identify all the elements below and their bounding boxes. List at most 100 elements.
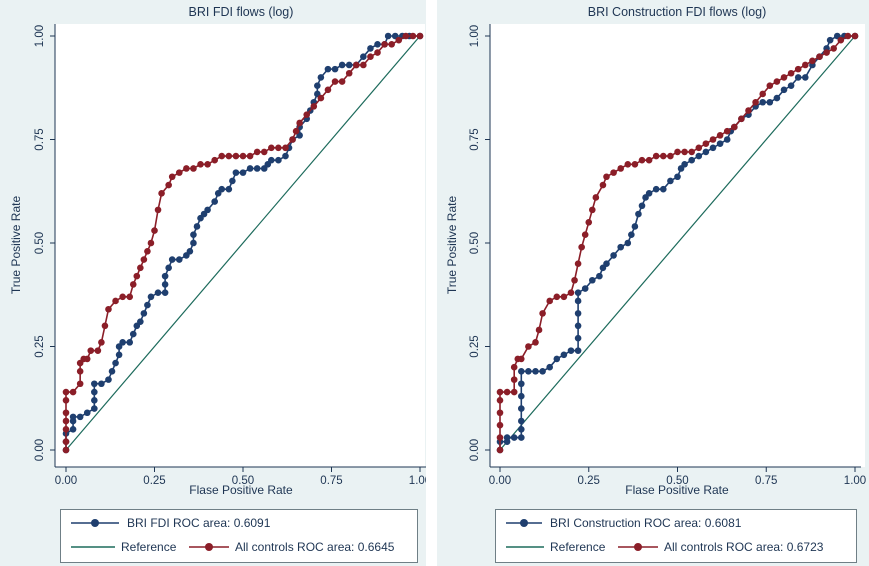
controls-roc-point <box>603 173 610 181</box>
model-roc-point <box>119 339 126 346</box>
controls-roc-point <box>101 322 109 330</box>
y-axis-title: True Positive Rate <box>9 196 23 295</box>
controls-roc-point <box>610 169 617 176</box>
legend-label-controls: All controls ROC area: 0.6723 <box>664 540 824 554</box>
controls-roc-point <box>638 156 646 164</box>
controls-roc-point <box>745 107 752 114</box>
axis-ticks: 0.00 0.25 0.50 0.75 1.00 0.00 0.25 0.50 0.75 1.00 <box>469 24 866 487</box>
model-roc-point <box>660 185 667 193</box>
controls-roc-point <box>571 276 578 284</box>
model-roc-point <box>229 177 236 185</box>
model-roc-point <box>105 376 112 383</box>
model-roc-point <box>688 156 695 164</box>
model-roc-point <box>253 165 261 172</box>
legend-swatch-reference <box>506 546 544 548</box>
controls-roc-point <box>409 32 417 40</box>
reference-line <box>499 35 856 451</box>
controls-roc-point <box>367 53 374 60</box>
controls-roc-point <box>631 161 639 168</box>
model-roc-point <box>338 61 346 69</box>
controls-roc-point <box>211 156 218 164</box>
model-roc-point <box>91 380 98 388</box>
legend-swatch-controls <box>618 543 658 551</box>
controls-roc-point <box>688 148 695 156</box>
legend-item-reference: Reference <box>504 540 605 554</box>
controls-roc-point <box>374 49 381 56</box>
controls-roc-point <box>133 272 141 280</box>
controls-roc-point <box>589 206 596 214</box>
model-roc-point <box>638 202 646 210</box>
controls-roc-point <box>395 36 403 44</box>
model-roc-point <box>574 347 582 354</box>
controls-roc-point <box>246 152 254 160</box>
model-roc-point <box>168 256 176 263</box>
controls-roc-point <box>352 61 360 69</box>
y-tick-label: 0.75 <box>34 128 46 150</box>
chart-title: BRI FDI flows (log) <box>189 5 294 19</box>
model-roc-point <box>324 65 332 73</box>
model-roc-point <box>161 281 169 288</box>
controls-roc-point <box>94 347 102 354</box>
controls-roc-point <box>190 165 197 172</box>
model-roc-point <box>76 413 84 421</box>
controls-roc-point <box>331 78 339 85</box>
model-roc-point <box>628 231 635 239</box>
controls-roc-point <box>388 40 395 48</box>
controls-roc-point <box>652 152 660 160</box>
legend-item-model: BRI Construction ROC area: 0.6081 <box>504 516 741 530</box>
roc-chart-bri-fdi: BRI FDI flows (log) True Positive Rate F… <box>9 5 431 497</box>
controls-roc-point <box>503 388 511 396</box>
model-roc-point <box>695 152 703 160</box>
model-roc-point <box>137 318 144 325</box>
model-roc-point <box>759 98 766 106</box>
controls-roc-point <box>773 78 781 85</box>
x-tick-label: 0.25 <box>578 475 600 487</box>
model-roc-point <box>140 310 148 317</box>
controls-roc-point <box>599 181 607 189</box>
model-roc-point <box>631 223 639 230</box>
controls-roc-point <box>83 355 91 363</box>
model-roc-point <box>574 310 582 317</box>
model-roc-point <box>702 148 710 156</box>
x-tick-label: 0.25 <box>143 475 165 487</box>
controls-roc-point <box>62 438 70 446</box>
model-roc-point <box>154 289 162 296</box>
x-tick-label: 0.00 <box>489 475 511 487</box>
controls-roc-point <box>816 53 823 60</box>
controls-roc-point <box>151 227 158 234</box>
controls-roc-point <box>510 363 518 371</box>
model-roc-point <box>635 210 642 218</box>
model-roc-point <box>367 45 374 52</box>
model-roc-point <box>108 368 116 375</box>
controls-roc-point <box>345 69 353 77</box>
controls-roc-point <box>496 409 504 417</box>
model-roc-point <box>794 74 802 81</box>
model-roc-point <box>518 392 525 400</box>
x-tick-label: 0.50 <box>232 475 254 487</box>
y-tick-label: 1.00 <box>469 25 481 47</box>
model-roc-point <box>518 380 525 388</box>
legend-item-controls: All controls ROC area: 0.6645 <box>187 540 394 554</box>
model-roc-point <box>69 413 77 421</box>
controls-roc-point <box>239 152 247 160</box>
model-roc-point <box>518 434 525 441</box>
model-roc-point <box>503 434 511 441</box>
model-roc-point <box>539 368 546 375</box>
controls-roc-point <box>98 339 105 346</box>
legend-swatch-controls <box>189 543 229 551</box>
model-roc-point <box>624 239 632 247</box>
chart-panel-bri-fdi: BRI FDI flows (log) True Positive Rate F… <box>0 0 431 566</box>
controls-roc-point <box>539 310 546 317</box>
model-roc-point <box>532 368 539 375</box>
model-roc-point <box>610 252 617 259</box>
controls-roc-point <box>560 293 568 301</box>
controls-roc-point <box>723 127 731 135</box>
model-roc-point <box>115 351 123 359</box>
model-roc-point <box>129 330 137 338</box>
controls-roc-point <box>62 417 70 425</box>
model-roc-point <box>83 409 91 417</box>
model-roc-point <box>282 152 289 160</box>
controls-roc-point <box>158 190 165 197</box>
controls-roc-point <box>119 293 126 301</box>
y-tick-label: 0.00 <box>34 439 46 461</box>
